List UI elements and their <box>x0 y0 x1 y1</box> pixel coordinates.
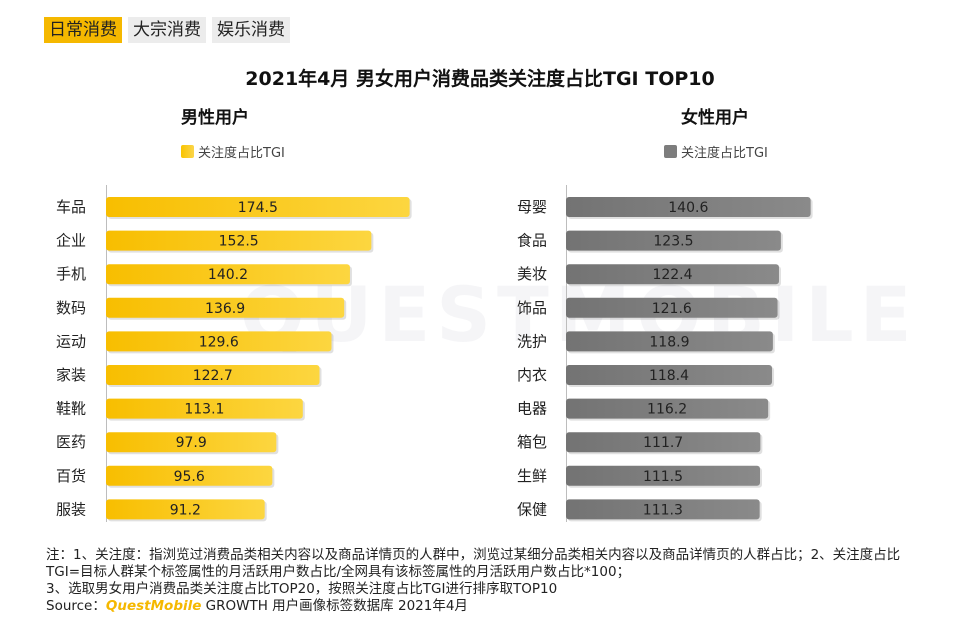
chart-title: 2021年4月 男女用户消费品类关注度占比TGI TOP10 <box>245 68 715 90</box>
male-category-label: 车品 <box>56 198 86 216</box>
male-bar <box>106 297 345 318</box>
male-legend-swatch <box>181 145 194 158</box>
female-bar <box>566 432 761 453</box>
male-bar <box>106 264 350 285</box>
male-value-label: 140.2 <box>208 267 248 283</box>
male-category-label: 数码 <box>56 299 86 317</box>
tab-daily[interactable]: 日常消费 <box>44 17 122 43</box>
male-category-label: 运动 <box>56 332 86 350</box>
female-bar <box>566 365 773 385</box>
male-category-label: 服装 <box>56 500 86 518</box>
male-axis-line <box>106 185 107 522</box>
female-panel-title: 女性用户 <box>681 108 749 128</box>
female-value-label: 116.2 <box>647 402 687 418</box>
female-value-label: 122.4 <box>652 267 692 283</box>
male-value-label: 91.2 <box>170 502 201 518</box>
female-category-label: 美妆 <box>517 265 547 283</box>
male-bar <box>106 465 273 486</box>
female-bar <box>566 197 811 217</box>
female-value-label: 118.9 <box>649 334 689 350</box>
female-value-label: 123.5 <box>653 234 693 250</box>
male-bar <box>106 197 410 217</box>
male-panel-title: 男性用户 <box>181 108 249 128</box>
female-bar <box>566 331 773 352</box>
female-value-label: 111.3 <box>643 502 683 518</box>
female-category-label: 食品 <box>517 232 547 250</box>
female-category-label: 母婴 <box>517 198 547 216</box>
female-value-label: 111.5 <box>643 469 683 485</box>
male-bar <box>106 365 320 385</box>
female-category-label: 生鲜 <box>517 467 547 485</box>
female-category-label: 电器 <box>517 400 547 418</box>
male-category-label: 医药 <box>56 433 86 451</box>
male-bar <box>106 230 372 251</box>
tab-big-ticket[interactable]: 大宗消费 <box>128 17 206 43</box>
note-line-1: 注：1、关注度：指浏览过消费品类相关内容以及商品详情页的人群中，浏览过某细分品类… <box>46 547 901 580</box>
female-category-label: 保健 <box>517 500 547 518</box>
male-bar <box>106 398 303 419</box>
source-suffix: GROWTH 用户画像标签数据库 2021年4月 <box>201 598 468 614</box>
female-bar <box>566 297 778 318</box>
female-value-label: 121.6 <box>652 301 692 317</box>
male-value-label: 152.5 <box>219 234 259 250</box>
female-value-label: 140.6 <box>668 200 708 216</box>
female-category-label: 洗护 <box>517 332 547 350</box>
male-legend: 关注度占比TGI <box>181 142 285 161</box>
questmobile-logo-text: QuestMobile <box>105 598 202 614</box>
male-value-label: 174.5 <box>238 200 278 216</box>
female-bar <box>566 264 779 285</box>
tab-entertainment[interactable]: 娱乐消费 <box>212 17 290 43</box>
male-value-label: 136.9 <box>205 301 245 317</box>
female-category-label: 箱包 <box>517 433 547 451</box>
male-value-label: 122.7 <box>193 368 233 384</box>
male-value-label: 97.9 <box>176 435 207 451</box>
male-legend-label: 关注度占比TGI <box>198 146 285 161</box>
female-bar <box>566 499 760 520</box>
male-category-label: 手机 <box>56 265 86 283</box>
female-bar <box>566 230 781 251</box>
male-category-label: 家装 <box>56 366 86 384</box>
female-bar <box>566 465 761 486</box>
female-legend: 关注度占比TGI <box>664 142 768 161</box>
male-value-label: 129.6 <box>199 334 239 350</box>
female-legend-label: 关注度占比TGI <box>681 146 768 161</box>
male-value-label: 95.6 <box>174 469 205 485</box>
female-category-label: 饰品 <box>517 299 547 317</box>
male-bar <box>106 432 277 453</box>
male-category-label: 鞋靴 <box>56 400 86 418</box>
female-value-label: 111.7 <box>643 435 683 451</box>
male-category-label: 企业 <box>56 232 86 250</box>
female-value-label: 118.4 <box>649 368 689 384</box>
footnote: 注：1、关注度：指浏览过消费品类相关内容以及商品详情页的人群中，浏览过某细分品类… <box>46 547 926 615</box>
female-category-label: 内衣 <box>517 366 547 384</box>
male-bar <box>106 331 332 352</box>
source-prefix: Source： <box>46 598 106 614</box>
female-bars: 母婴 140.6 食品 123.5 美妆 122.4 饰品 121.6 洗护 118.9 内衣 118… <box>517 197 813 522</box>
male-value-label: 113.1 <box>184 402 224 418</box>
male-bars: 车品 174.5 企业 152.5 手机 140.2 数码 136.9 运动 129.6 家装 122… <box>56 197 412 522</box>
source-line: Source：QuestMobile GROWTH 用户画像标签数据库 2021… <box>46 598 926 615</box>
male-category-label: 百货 <box>56 467 86 485</box>
note-line-2: 3、选取男女用户消费品类关注度占比TOP20，按照关注度占比TGI进行排序取TO… <box>46 581 558 597</box>
female-legend-swatch <box>664 145 677 158</box>
category-tabs: 日常消费 大宗消费 娱乐消费 <box>44 17 290 43</box>
female-axis-line <box>566 185 567 522</box>
male-bar <box>106 499 265 520</box>
female-bar <box>566 398 769 419</box>
